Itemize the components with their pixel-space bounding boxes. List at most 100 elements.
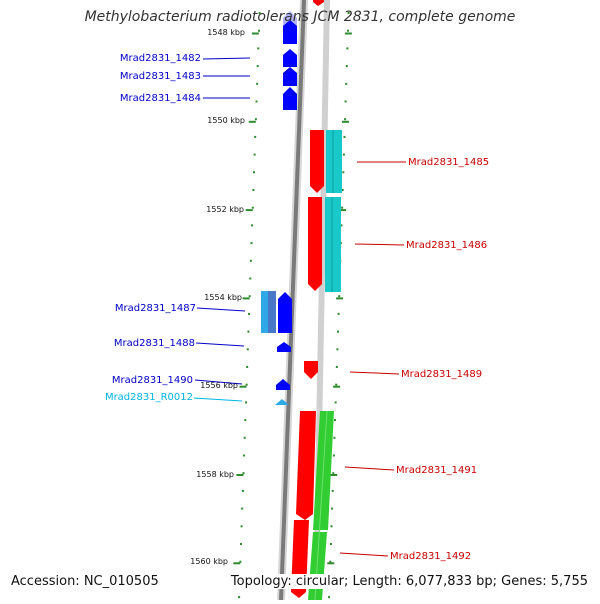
gene-mrad2831-1491-arrow[interactable]: [296, 411, 316, 520]
tick-mark-right: [345, 65, 348, 68]
tick-mark-left: [245, 401, 247, 404]
major-tick-left: [239, 385, 247, 388]
gene-mrad2831-1482-arrow[interactable]: [283, 49, 297, 67]
tick-mark-left: [238, 596, 241, 599]
major-tick-left: [236, 474, 244, 476]
tick-mark-right: [347, 29, 349, 32]
tick-mark-right: [345, 82, 348, 85]
tick-mark-right: [328, 596, 331, 599]
tick-mark-left: [252, 189, 255, 191]
tick-mark-left: [254, 135, 257, 138]
tick-mark-right: [340, 224, 343, 227]
tick-mark-left: [249, 259, 252, 262]
tick-mark-left: [258, 12, 261, 14]
tick-mark-right: [341, 206, 344, 209]
leader-line-r0012: [193, 397, 243, 402]
gene-label-1492[interactable]: Mrad2831_1492: [390, 551, 471, 562]
tick-mark-right: [335, 383, 338, 386]
leader-line-1486: [354, 243, 405, 246]
tick-mark-left: [254, 118, 257, 121]
tick-mark-right: [341, 189, 344, 191]
gene-mrad2831-1486-arrow[interactable]: [308, 197, 322, 291]
map-title: Methylobacterium radiotolerans JCM 2831,…: [84, 9, 516, 25]
tick-mark-right: [329, 543, 332, 545]
tick-mark-left: [243, 454, 246, 457]
scale-labels: 1548 kbp 1550 kbp 1552 kbp 1554 kbp 1556…: [190, 28, 245, 566]
major-tick-right: [336, 297, 344, 300]
tick-mark-right: [329, 560, 332, 563]
tick-mark-right: [335, 366, 338, 368]
tick-mark-left: [249, 277, 252, 280]
gene-label-1485[interactable]: Mrad2831_1485: [408, 157, 489, 168]
tick-mark-right: [331, 507, 334, 510]
tick-mark-right: [337, 312, 340, 315]
gene-label-1488[interactable]: Mrad2831_1488: [114, 338, 195, 349]
tick-mark-left: [244, 419, 247, 422]
leader-line-1492: [339, 552, 389, 557]
gene-label-1487[interactable]: Mrad2831_1487: [115, 303, 196, 314]
gene-label-1482[interactable]: Mrad2831_1482: [120, 53, 201, 64]
gene-mrad2831-1487-arrow[interactable]: [278, 292, 292, 333]
gene-label-r0012[interactable]: Mrad2831_R0012: [105, 392, 193, 403]
cyan-block-1486: [325, 197, 341, 292]
gene-label-1486[interactable]: Mrad2831_1486: [406, 240, 487, 251]
major-tick-right: [327, 562, 335, 565]
gene-mrad2831-1490-arrow[interactable]: [276, 379, 290, 390]
gene-label-1483[interactable]: Mrad2831_1483: [120, 71, 201, 82]
gene-label-1490[interactable]: Mrad2831_1490: [112, 375, 193, 386]
major-tick-left: [233, 562, 241, 565]
tick-mark-left: [240, 543, 242, 545]
gene-mrad2831-1489-arrow[interactable]: [304, 361, 318, 379]
gene-label-1484[interactable]: Mrad2831_1484: [120, 93, 201, 104]
gene-top-red-fragment: [313, 0, 324, 6]
gene-mrad2831-1483-arrow[interactable]: [283, 67, 297, 86]
tick-mark-left: [255, 100, 258, 103]
tick-mark-right: [344, 100, 347, 103]
gene-mrad2831-1481b-arrow[interactable]: [283, 20, 297, 44]
tick-mark-right: [337, 330, 339, 333]
tick-mark-right: [342, 171, 345, 174]
leader-line-1488: [195, 342, 245, 347]
green-block-shade: [314, 410, 328, 601]
major-tick-right: [339, 209, 346, 212]
gene-mrad2831-1488-arrow[interactable]: [277, 342, 291, 352]
gene-label-1489[interactable]: Mrad2831_1489: [401, 369, 482, 380]
tick-mark-right: [346, 47, 349, 50]
leader-line-1489: [349, 371, 400, 375]
left-gene-labels: Mrad2831_1482 Mrad2831_1483 Mrad2831_148…: [105, 53, 201, 403]
tick-mark-left: [246, 366, 249, 368]
tick-mark-left: [248, 312, 250, 315]
scale-label-1552: 1552 kbp: [206, 205, 244, 214]
tick-mark-left: [241, 489, 244, 492]
tick-mark-left: [251, 206, 254, 209]
major-tick-left: [248, 120, 256, 123]
tick-mark-left: [258, 29, 260, 32]
tick-mark-right: [333, 436, 336, 439]
gene-mrad2831-r0012-arrow[interactable]: [275, 399, 289, 405]
gene-mrad2831-1485-arrow[interactable]: [310, 130, 324, 193]
major-tick-right: [342, 120, 349, 123]
accession-label: Accession: NC_010505: [9, 574, 161, 589]
genome-backbone-line: [279, 0, 306, 601]
tick-mark-right: [332, 454, 335, 457]
tick-mark-left: [257, 47, 260, 50]
right-gene-labels: Mrad2831_1485 Mrad2831_1486 Mrad2831_148…: [390, 157, 489, 562]
major-tick-right: [333, 385, 341, 388]
tick-mark-left: [242, 472, 245, 475]
major-tick-right: [344, 32, 352, 35]
tick-mark-left: [251, 224, 254, 227]
tick-mark-right: [336, 348, 339, 351]
gene-label-1491[interactable]: Mrad2831_1491: [396, 465, 477, 476]
scale-label-1560: 1560 kbp: [190, 557, 228, 566]
scale-label-1558: 1558 kbp: [196, 470, 234, 479]
tick-track-left: [233, 12, 261, 599]
major-tick-left: [245, 209, 253, 212]
cyan-block-1485: [326, 130, 342, 193]
leader-line-1487: [196, 307, 246, 312]
tick-mark-right: [331, 489, 334, 492]
gene-mrad2831-1484-arrow[interactable]: [283, 87, 297, 110]
tick-mark-left: [240, 525, 243, 528]
tick-mark-left: [248, 295, 251, 298]
